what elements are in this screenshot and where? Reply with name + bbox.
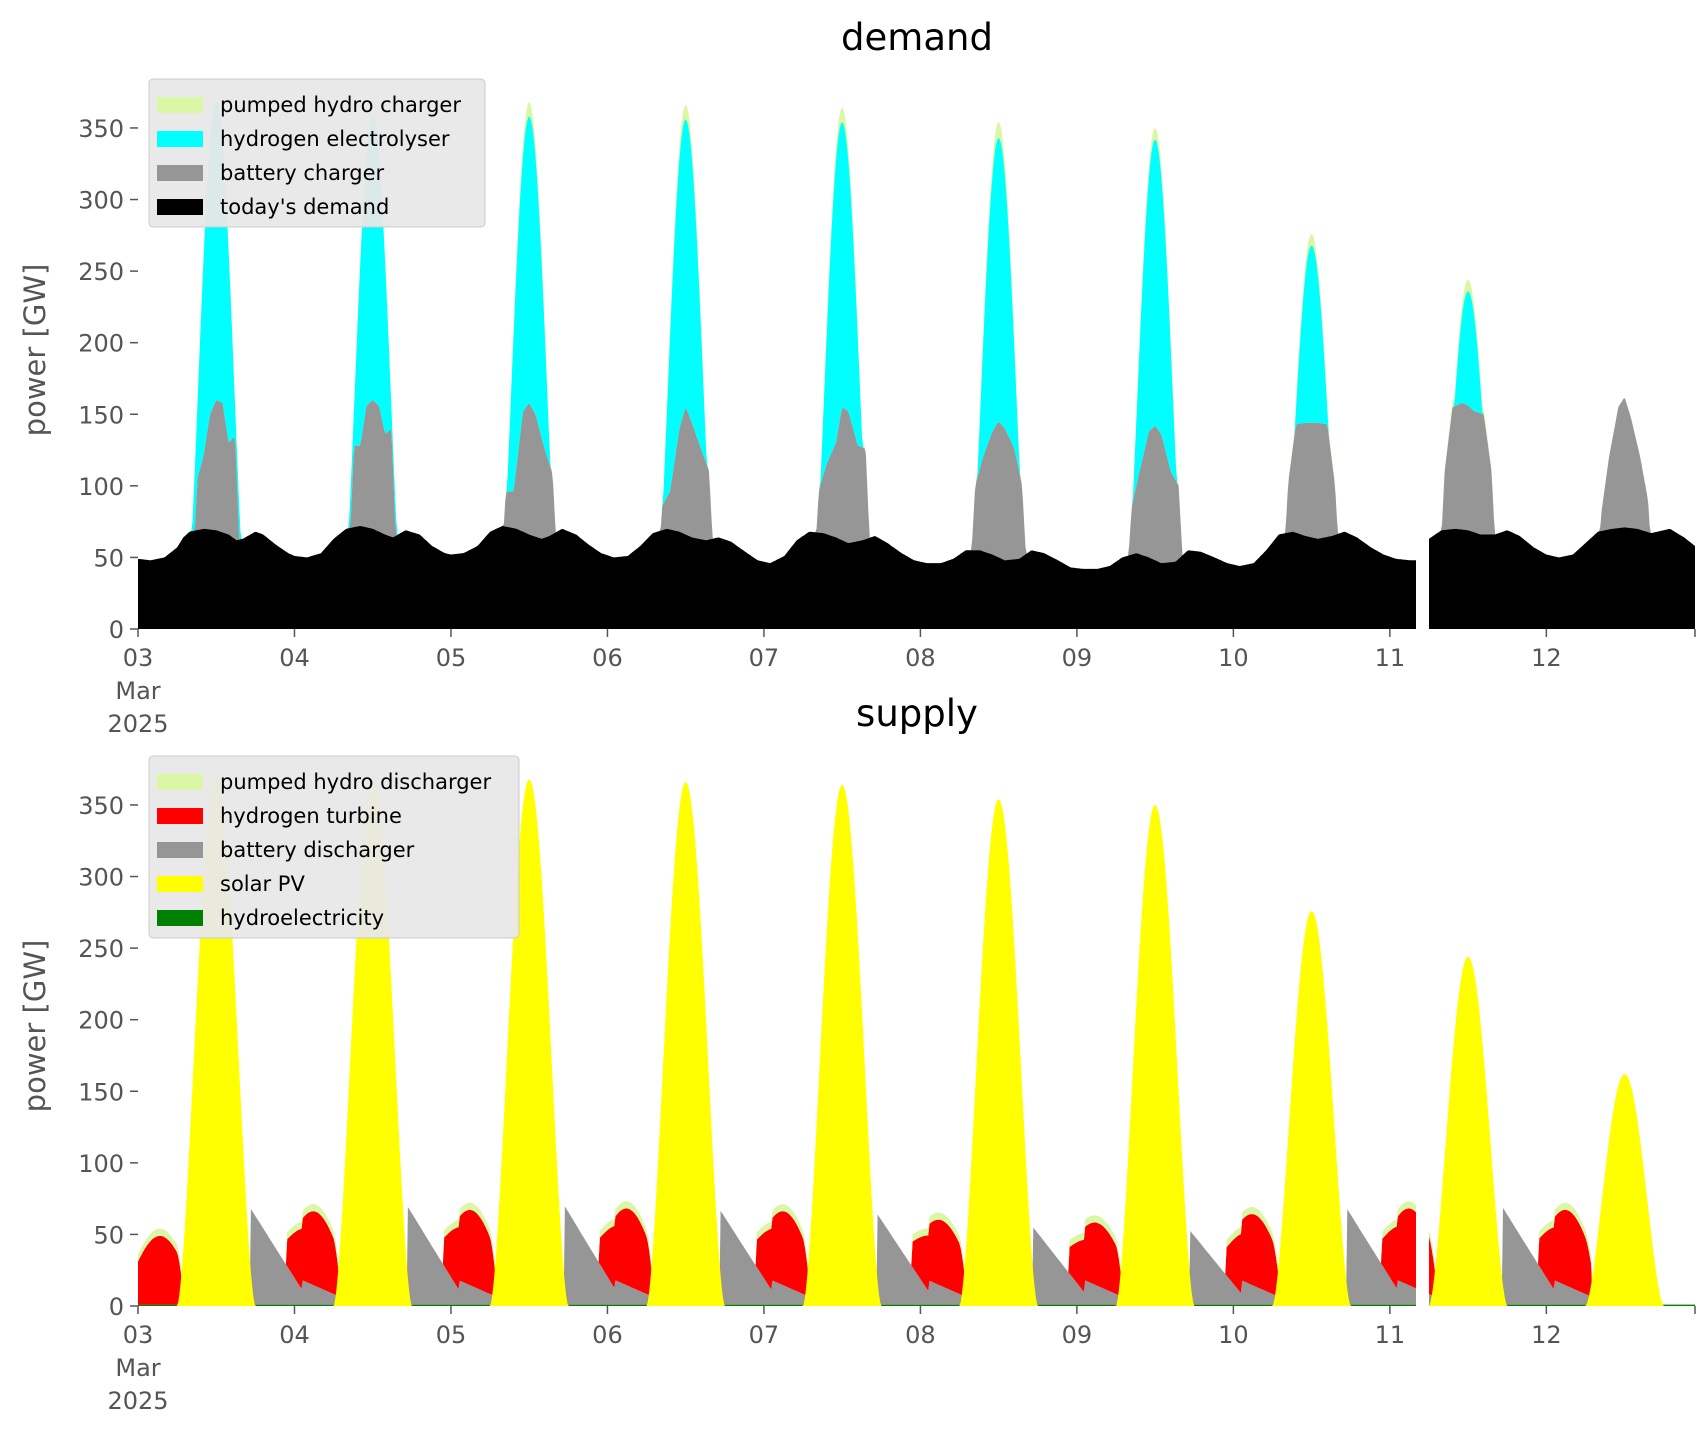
legend-swatch bbox=[157, 131, 203, 147]
x-tick-label: 11 bbox=[1375, 1321, 1406, 1349]
x-tick-label: 09 bbox=[1062, 644, 1093, 672]
legend-swatch bbox=[157, 808, 203, 824]
x-tick-label: 08 bbox=[905, 644, 936, 672]
supply-panel: supply power [GW] 0501001502002503003500… bbox=[18, 692, 1696, 1415]
legend-swatch bbox=[157, 842, 203, 858]
series-hydrogen-turbine bbox=[138, 1206, 1695, 1305]
legend-label: today's demand bbox=[220, 195, 389, 219]
x-tick-label: 2025 bbox=[107, 710, 168, 738]
legend-box bbox=[148, 755, 520, 939]
x-tick-label: Mar bbox=[115, 677, 160, 705]
legend-swatch bbox=[157, 774, 203, 790]
y-tick-label: 0 bbox=[109, 616, 124, 644]
x-tick-label: 12 bbox=[1531, 1321, 1562, 1349]
x-tick-label: 2025 bbox=[107, 1387, 168, 1415]
legend-label: battery charger bbox=[220, 161, 385, 185]
x-tick-label: 10 bbox=[1218, 644, 1249, 672]
legend-box bbox=[148, 78, 486, 228]
legend-swatch bbox=[157, 199, 203, 215]
y-tick-label: 200 bbox=[78, 1007, 124, 1035]
legend-swatch bbox=[157, 876, 203, 892]
x-tick-label: 05 bbox=[436, 644, 467, 672]
y-tick-label: 150 bbox=[78, 401, 124, 429]
x-tick-label: 03 bbox=[123, 1321, 154, 1349]
y-tick-label: 300 bbox=[78, 864, 124, 892]
y-tick-label: 150 bbox=[78, 1078, 124, 1106]
demand-title: demand bbox=[841, 16, 993, 59]
x-tick-label: Mar bbox=[115, 1354, 160, 1382]
x-tick-label: 08 bbox=[905, 1321, 936, 1349]
demand-panel: demand power [GW] 0501001502002503003500… bbox=[18, 16, 1696, 738]
supply-areas bbox=[138, 776, 1695, 1306]
legend-label: battery discharger bbox=[220, 838, 415, 862]
x-tick-label: 05 bbox=[436, 1321, 467, 1349]
y-tick-label: 100 bbox=[78, 473, 124, 501]
legend-swatch bbox=[157, 97, 203, 113]
y-tick-label: 200 bbox=[78, 330, 124, 358]
legend-swatch bbox=[157, 165, 203, 181]
series-battery-charger bbox=[138, 398, 1695, 569]
supply-axes: 0 50 100 150 200 250 300 350 03 Mar 2025 04 05 06 07 08… bbox=[78, 792, 1696, 1415]
supply-ylabel: power [GW] bbox=[18, 940, 52, 1113]
x-tick-label: 03 bbox=[123, 644, 154, 672]
series-battery-discharger bbox=[138, 1206, 1695, 1305]
y-tick-label: 300 bbox=[78, 187, 124, 215]
legend-label: hydrogen turbine bbox=[220, 804, 402, 828]
series-todays-demand bbox=[138, 525, 1695, 629]
series-solar-pv bbox=[138, 776, 1695, 1306]
x-tick-label: 06 bbox=[592, 1321, 623, 1349]
demand-areas bbox=[138, 99, 1695, 629]
y-tick-label: 100 bbox=[78, 1150, 124, 1178]
x-tick-label: 12 bbox=[1531, 644, 1562, 672]
y-tick-label: 50 bbox=[93, 1221, 124, 1249]
legend-label: pumped hydro discharger bbox=[220, 770, 491, 794]
legend-label: solar PV bbox=[220, 872, 305, 896]
y-tick-label: 350 bbox=[78, 115, 124, 143]
y-tick-label: 250 bbox=[78, 258, 124, 286]
x-tick-label: 07 bbox=[749, 1321, 780, 1349]
supply-title: supply bbox=[856, 692, 978, 735]
demand-axes: 0 50 100 150 200 250 300 350 03 Mar 2025 04 05 06 07 08… bbox=[78, 115, 1696, 738]
y-tick-label: 350 bbox=[78, 792, 124, 820]
x-tick-label: 06 bbox=[592, 644, 623, 672]
x-tick-label: 09 bbox=[1062, 1321, 1093, 1349]
demand-ylabel: power [GW] bbox=[18, 264, 52, 437]
y-tick-label: 50 bbox=[93, 544, 124, 572]
legend-label: pumped hydro charger bbox=[220, 93, 461, 117]
supply-legend: pumped hydro discharger hydrogen turbine b… bbox=[148, 755, 520, 939]
y-tick-label: 250 bbox=[78, 935, 124, 963]
demand-legend: pumped hydro charger hydrogen electrolyse… bbox=[148, 78, 486, 228]
legend-label: hydrogen electrolyser bbox=[220, 127, 450, 151]
series-hydrogen-electrolyser bbox=[138, 102, 1695, 569]
x-tick-label: 07 bbox=[749, 644, 780, 672]
y-tick-label: 0 bbox=[109, 1293, 124, 1321]
x-tick-label: 10 bbox=[1218, 1321, 1249, 1349]
legend-swatch bbox=[157, 910, 203, 926]
x-tick-label: 04 bbox=[279, 644, 310, 672]
x-tick-label: 11 bbox=[1375, 644, 1406, 672]
legend-label: hydroelectricity bbox=[220, 906, 384, 930]
x-tick-label: 04 bbox=[279, 1321, 310, 1349]
